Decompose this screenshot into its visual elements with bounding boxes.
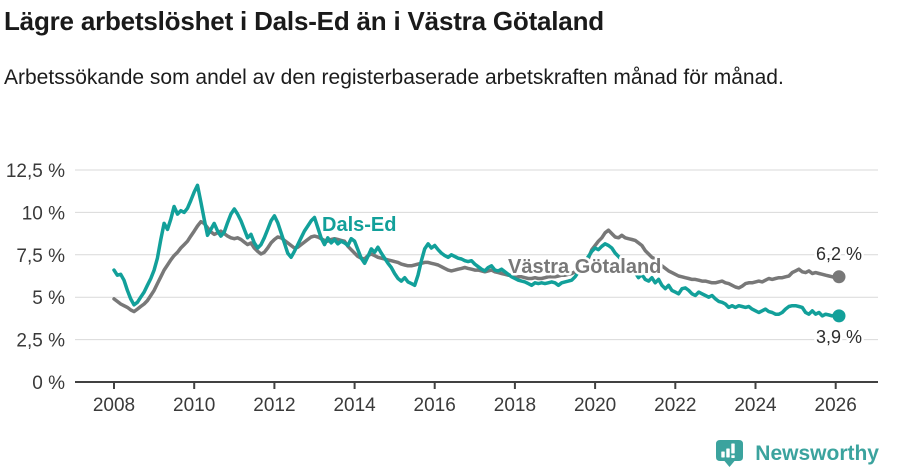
x-axis-tick-label: 2010 (173, 395, 215, 416)
y-axis-tick-label: 12,5 % (6, 161, 65, 182)
x-axis-tick-label: 2012 (253, 395, 295, 416)
x-axis-tick-label: 2020 (574, 395, 616, 416)
line-dals-ed (112, 183, 841, 318)
y-axis-tick-label: 0 % (32, 373, 65, 394)
series-label-vastra-gotaland: Västra Götaland (508, 256, 661, 278)
logo-exclamation-dot (731, 455, 735, 458)
end-dot-dals-ed (832, 309, 846, 323)
chart-subtitle: Arbetssökande som andel av den registerb… (4, 66, 784, 89)
chart-plot-area: 0 % 2,5 % 5 % 7,5 % 10 % 12,5 % 2008 2010 2012 20… (6, 161, 878, 416)
unemployment-line-chart: 0 % 2,5 % 5 % 7,5 % 10 % 12,5 % 2008 2010 2012 20… (6, 161, 878, 416)
y-axis-tick-label: 7,5 % (16, 246, 65, 267)
newsworthy-logo-text: Newsworthy (755, 441, 879, 465)
x-axis-tick-label: 2014 (333, 395, 376, 416)
x-axis-tick-label: 2024 (734, 395, 777, 416)
x-axis-tick-label: 2022 (654, 395, 696, 416)
x-axis-tick-label: 2008 (93, 395, 135, 416)
chart-title: Lägre arbetslöshet i Dals-Ed än i Västra… (4, 6, 604, 36)
logo-exclamation-bar (731, 443, 735, 454)
end-value-label-dals-ed: 3,9 % (816, 327, 862, 347)
newsworthy-logo-icon (716, 440, 744, 467)
end-value-label-vastra-gotaland: 6,2 % (816, 244, 862, 264)
series-label-dals-ed: Dals-Ed (322, 214, 396, 236)
end-dot-vastra-gotaland (832, 270, 846, 284)
line-vastra-gotaland (112, 219, 841, 314)
y-axis-tick-label: 10 % (22, 203, 65, 224)
logo-bar-medium (726, 448, 730, 458)
x-axis-tick-label: 2018 (494, 395, 536, 416)
newsworthy-branding: Newsworthy (713, 437, 879, 470)
logo-bar-small (721, 451, 725, 458)
x-axis-tick-label: 2026 (815, 395, 857, 416)
y-axis-tick-label: 2,5 % (16, 331, 65, 352)
y-axis-tick-label: 5 % (32, 288, 65, 309)
x-axis-tick-label: 2016 (414, 395, 456, 416)
